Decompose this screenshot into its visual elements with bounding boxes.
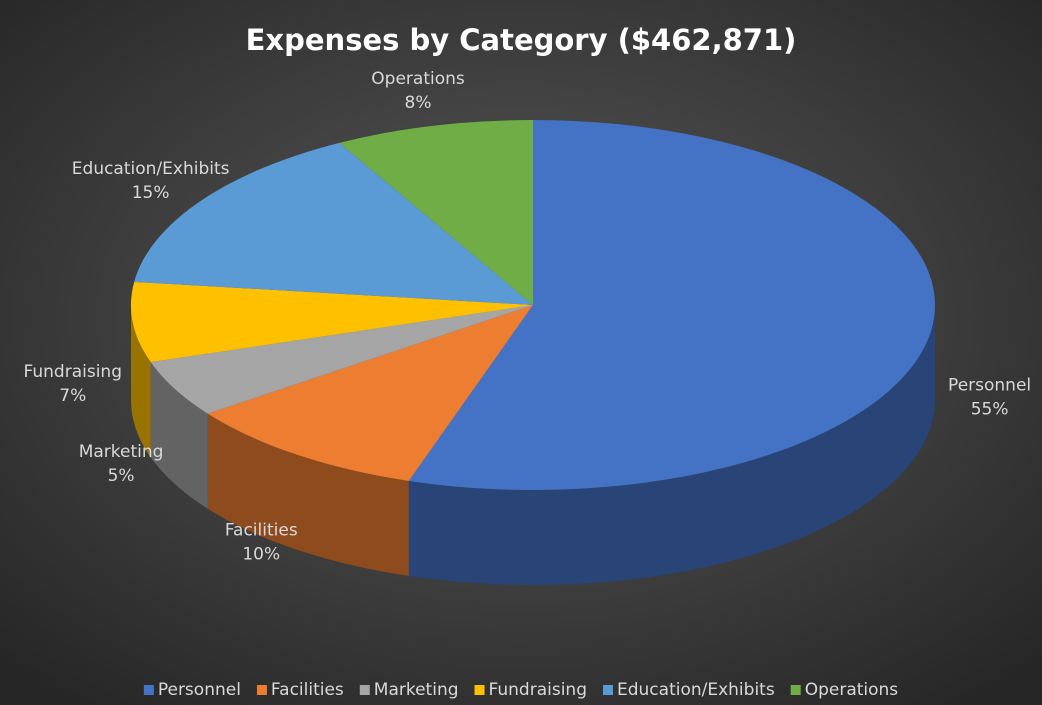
data-label-name: Education/Exhibits [72, 159, 230, 179]
data-label-name: Marketing [79, 442, 164, 462]
legend-label: Personnel [158, 680, 241, 700]
data-label: 55% [971, 400, 1009, 420]
slice-side [207, 413, 409, 576]
legend: Personnel Facilities Marketing Fundraising E… [143, 680, 899, 700]
data-label-name: Personnel [948, 376, 1031, 396]
slice [130, 281, 533, 363]
legend-swatch [474, 685, 485, 695]
legend-label: Facilities [271, 680, 344, 700]
slice-side [131, 305, 151, 458]
data-label: 7% [59, 386, 86, 406]
data-label-name: Operations [371, 69, 465, 89]
legend-swatch [790, 685, 801, 695]
slice [150, 305, 533, 414]
slice-side [150, 362, 208, 509]
chart-title: Expenses by Category ($462,871) [246, 23, 797, 57]
data-label: 8% [405, 93, 432, 113]
legend-swatch [143, 685, 154, 695]
data-label-name: Fundraising [24, 362, 122, 382]
data-label-name: Facilities [225, 521, 298, 541]
slice [134, 142, 533, 305]
slice [408, 120, 936, 491]
data-label: 5% [108, 466, 135, 486]
legend-label: Operations [805, 680, 899, 700]
legend-swatch [359, 685, 370, 695]
slice [207, 305, 534, 481]
slice-side [408, 305, 935, 585]
legend-swatch [256, 685, 267, 695]
data-label: 15% [132, 183, 170, 203]
slice [339, 120, 533, 305]
legend-label: Marketing [374, 680, 459, 700]
legend-label: Education/Exhibits [617, 680, 775, 700]
data-label: 10% [242, 545, 280, 565]
legend-label: Fundraising [489, 680, 587, 700]
legend-swatch [602, 685, 613, 695]
